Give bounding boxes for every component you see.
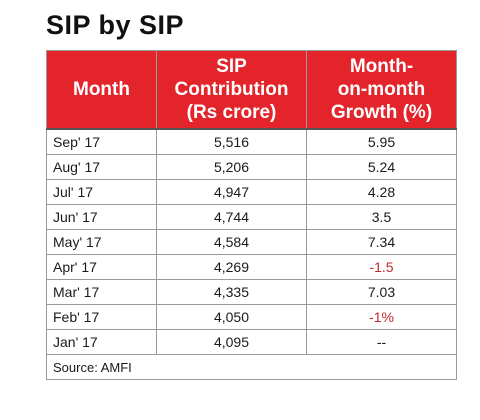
cell-growth: -1.5 [306, 254, 457, 280]
cell-contribution: 4,335 [156, 279, 307, 305]
cell-growth: 5.24 [306, 154, 457, 180]
cell-month: Apr' 17 [46, 254, 157, 280]
table-row: Jan' 17 4,095 -- [46, 329, 457, 355]
header-growth: Month- on-month Growth (%) [306, 50, 457, 130]
cell-growth: 7.03 [306, 279, 457, 305]
cell-month: Mar' 17 [46, 279, 157, 305]
cell-growth: 4.28 [306, 179, 457, 205]
header-month: Month [46, 50, 157, 130]
header-growth-line-3: Growth (%) [330, 102, 433, 123]
cell-growth: 7.34 [306, 229, 457, 255]
header-contribution: SIP Contribution (Rs crore) [156, 50, 307, 130]
header-row: Month SIP Contribution (Rs crore) Month-… [46, 50, 457, 130]
cell-month: Jul' 17 [46, 179, 157, 205]
table-row: Jun' 17 4,744 3.5 [46, 204, 457, 230]
cell-contribution: 4,744 [156, 204, 307, 230]
cell-contribution: 4,947 [156, 179, 307, 205]
table-row: Apr' 17 4,269 -1.5 [46, 254, 457, 280]
cell-contribution: 5,206 [156, 154, 307, 180]
table-row: Jul' 17 4,947 4.28 [46, 179, 457, 205]
header-contribution-line-2: Contribution [174, 79, 289, 100]
cell-contribution: 4,095 [156, 329, 307, 355]
table-row: Mar' 17 4,335 7.03 [46, 279, 457, 305]
chart-title: SIP by SIP [46, 10, 185, 40]
cell-contribution: 5,516 [156, 128, 307, 155]
table-row: May' 17 4,584 7.34 [46, 229, 457, 255]
cell-month: Aug' 17 [46, 154, 157, 180]
sip-table: Month SIP Contribution (Rs crore) Month-… [46, 50, 457, 380]
cell-contribution: 4,269 [156, 254, 307, 280]
header-growth-line-1: Month- [349, 56, 414, 77]
cell-month: Feb' 17 [46, 304, 157, 330]
table-row: Sep' 17 5,516 5.95 [46, 128, 457, 155]
cell-month: Sep' 17 [46, 128, 157, 155]
cell-contribution: 4,584 [156, 229, 307, 255]
cell-month: Jun' 17 [46, 204, 157, 230]
header-contribution-line-3: (Rs crore) [186, 102, 277, 123]
cell-growth: -1% [306, 304, 457, 330]
cell-month: Jan' 17 [46, 329, 157, 355]
table-body: Sep' 17 5,516 5.95 Aug' 17 5,206 5.24 Jul' 17 4… [46, 128, 457, 355]
header-contribution-line-1: SIP [216, 56, 247, 77]
header-month-line: Month [73, 79, 130, 100]
header-growth-line-2: on-month [337, 79, 426, 100]
cell-growth: 3.5 [306, 204, 457, 230]
table-row: Feb' 17 4,050 -1% [46, 304, 457, 330]
cell-contribution: 4,050 [156, 304, 307, 330]
cell-growth: -- [306, 329, 457, 355]
cell-growth: 5.95 [306, 128, 457, 155]
table-row: Aug' 17 5,206 5.24 [46, 154, 457, 180]
source-row: Source: AMFI [46, 354, 457, 380]
cell-month: May' 17 [46, 229, 157, 255]
source-note: Source: AMFI [46, 354, 457, 380]
